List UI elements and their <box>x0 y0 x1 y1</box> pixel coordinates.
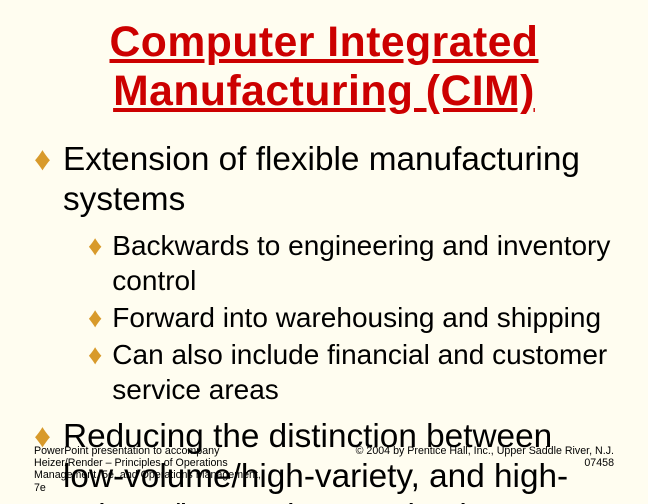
slide-title: Computer Integrated Manufacturing (CIM) <box>34 18 614 116</box>
slide: Computer Integrated Manufacturing (CIM) … <box>0 0 648 504</box>
bullet-level1: ♦ Extension of flexible manufacturing sy… <box>34 140 614 220</box>
diamond-bullet-icon: ♦ <box>34 140 51 180</box>
bullet-level2-text: Forward into warehousing and shipping <box>112 300 601 335</box>
title-line-1: Computer Integrated <box>110 18 539 66</box>
diamond-bullet-icon: ♦ <box>88 228 102 263</box>
bullet-level2: ♦ Can also include financial and custome… <box>88 337 614 407</box>
sublist: ♦ Backwards to engineering and inventory… <box>88 228 614 407</box>
bullet-level2-text: Backwards to engineering and inventory c… <box>112 228 614 298</box>
bullet-level2: ♦ Forward into warehousing and shipping <box>88 300 614 335</box>
bullet-level2: ♦ Backwards to engineering and inventory… <box>88 228 614 298</box>
bullet-level2-text: Can also include financial and customer … <box>112 337 614 407</box>
footer-right-text: © 2004 by Prentice Hall, Inc., Upper Sad… <box>356 445 614 494</box>
title-line-2: Manufacturing (CIM) <box>113 67 535 115</box>
diamond-bullet-icon: ♦ <box>88 300 102 335</box>
diamond-bullet-icon: ♦ <box>88 337 102 372</box>
footer-left-text: PowerPoint presentation to accompany Hei… <box>34 445 261 494</box>
bullet-level1-text: Extension of flexible manufacturing syst… <box>63 140 614 220</box>
slide-footer: PowerPoint presentation to accompany Hei… <box>34 445 614 494</box>
